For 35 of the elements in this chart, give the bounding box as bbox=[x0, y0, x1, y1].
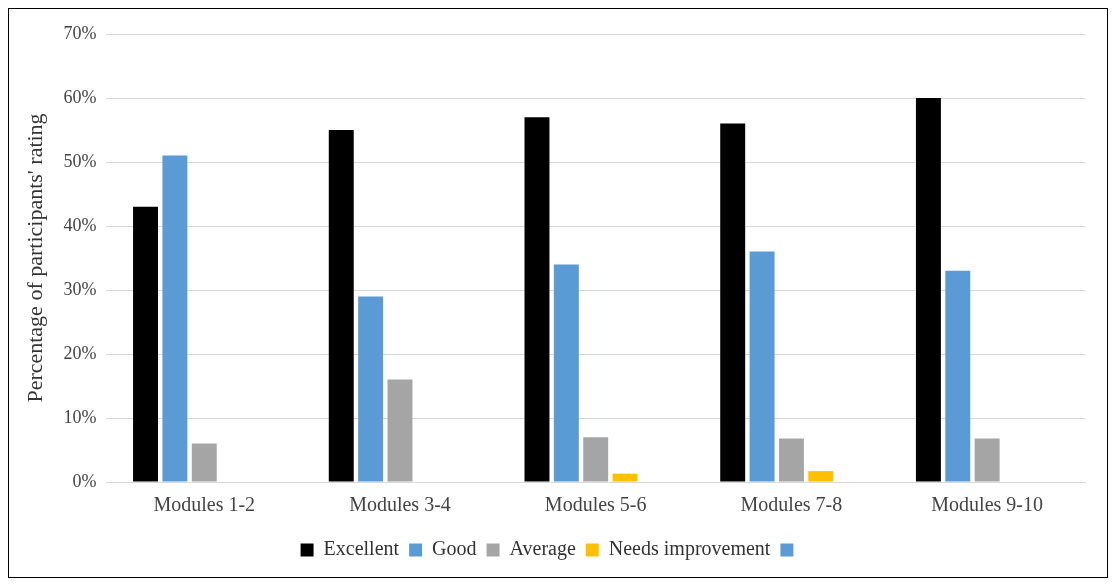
bar bbox=[328, 130, 354, 482]
legend-label: Needs improvement bbox=[608, 537, 771, 561]
bar bbox=[387, 379, 413, 482]
bar bbox=[974, 438, 1000, 482]
bar bbox=[945, 270, 971, 482]
y-tick-label: 40% bbox=[63, 214, 97, 235]
bar bbox=[524, 117, 550, 482]
bar bbox=[358, 296, 384, 482]
y-tick-label: 60% bbox=[63, 86, 97, 107]
x-tick-label: Modules 5-6 bbox=[544, 493, 647, 516]
y-tick-label: 30% bbox=[63, 278, 97, 299]
y-axis-title: Percentage of participants' rating bbox=[21, 113, 47, 403]
legend-label: Excellent bbox=[323, 537, 400, 560]
legend-label: Good bbox=[432, 537, 477, 560]
bar bbox=[778, 438, 804, 482]
x-tick-label: Modules 3-4 bbox=[349, 493, 451, 516]
y-tick-label: 50% bbox=[63, 150, 97, 171]
y-tick-label: 20% bbox=[63, 342, 97, 363]
x-tick-label: Modules 1-2 bbox=[153, 493, 256, 516]
bar bbox=[749, 251, 775, 482]
bar bbox=[583, 437, 609, 482]
bar bbox=[915, 98, 941, 482]
bar bbox=[553, 264, 579, 482]
bar bbox=[162, 155, 188, 482]
bar bbox=[720, 123, 746, 482]
legend-label: Average bbox=[509, 537, 576, 561]
bar bbox=[191, 443, 217, 482]
x-tick-label: Modules 9-10 bbox=[931, 493, 1043, 516]
y-tick-label: 70% bbox=[63, 22, 97, 43]
x-tick-label: Modules 7-8 bbox=[740, 493, 843, 516]
y-tick-label: 0% bbox=[72, 470, 97, 491]
bar bbox=[808, 471, 834, 482]
bar bbox=[612, 473, 638, 482]
y-tick-label: 10% bbox=[63, 406, 97, 427]
bar bbox=[133, 206, 159, 482]
